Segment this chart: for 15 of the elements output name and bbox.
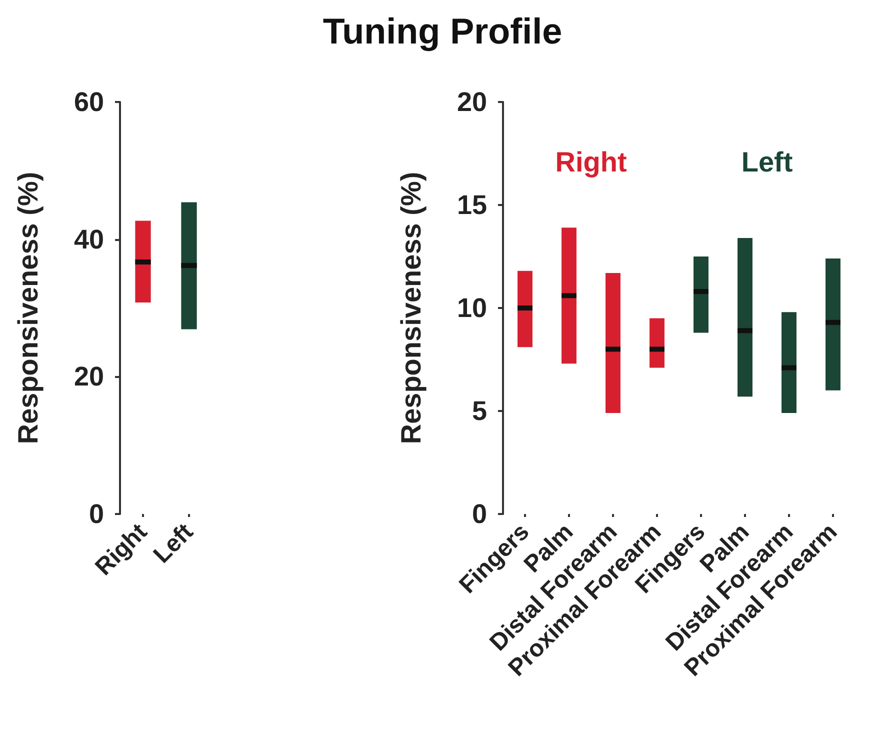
chart-title: Tuning Profile (322, 10, 562, 52)
y-tick-label: 20 (74, 362, 104, 392)
y-axis-title: Responsiveness (%) (396, 172, 426, 444)
y-tick-label: 20 (456, 87, 487, 117)
series-label: Right (555, 146, 627, 178)
y-axis-title: Responsiveness (%) (12, 172, 44, 444)
y-tick-label: 0 (472, 499, 487, 529)
x-tick-label: Left (148, 518, 199, 569)
y-tick-label: 5 (472, 396, 487, 426)
y-tick-label: 40 (74, 224, 104, 254)
text: Left (741, 146, 793, 178)
y-tick-label: 10 (456, 293, 487, 323)
y-tick-label: 15 (456, 190, 487, 220)
y-tick-label: 60 (74, 87, 104, 117)
y-tick-label: 0 (88, 499, 104, 529)
